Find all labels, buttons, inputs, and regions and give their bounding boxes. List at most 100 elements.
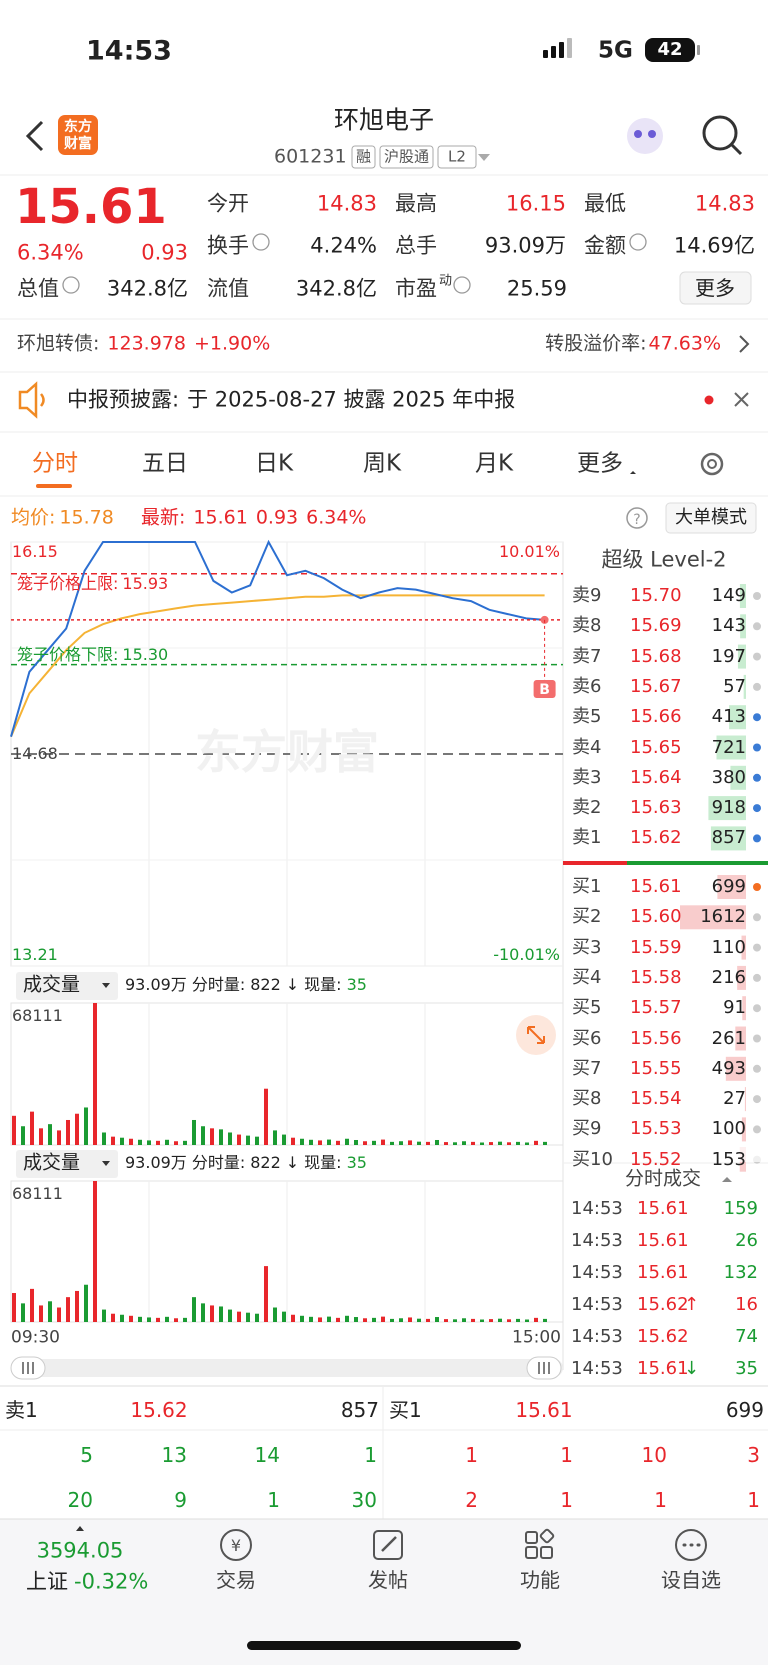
volume-bar bbox=[264, 1088, 268, 1145]
volume-bar bbox=[138, 1316, 142, 1322]
queue-order: 30 bbox=[351, 1488, 377, 1512]
collapse[interactable] bbox=[722, 1177, 732, 1182]
dropdown[interactable] bbox=[478, 154, 490, 161]
help-icon[interactable] bbox=[626, 507, 648, 529]
depth-bar bbox=[737, 644, 746, 669]
tab[interactable]: 周K bbox=[362, 450, 402, 477]
nav-item[interactable]: 发帖 bbox=[368, 1568, 408, 1592]
volume-bar bbox=[228, 1132, 232, 1145]
more-button[interactable] bbox=[679, 271, 752, 305]
label: 笼子价格上限: bbox=[17, 573, 119, 593]
more[interactable]: 更多 bbox=[695, 276, 735, 300]
level-dot bbox=[753, 943, 761, 952]
volume-selector[interactable] bbox=[16, 1150, 118, 1178]
volume-label[interactable]: 成交量 bbox=[23, 973, 81, 996]
label: 笼子价格下限: bbox=[17, 644, 119, 664]
tab[interactable]: 更多 bbox=[577, 450, 623, 477]
stock-code: 601231 bbox=[274, 145, 347, 168]
volume-bar bbox=[48, 1301, 52, 1322]
volume-bar bbox=[318, 1317, 322, 1322]
volume-bar bbox=[309, 1316, 313, 1322]
upper-label: 笼子价格上限: 15.93 bbox=[17, 573, 168, 593]
volume-bar bbox=[534, 1140, 538, 1145]
close-button[interactable] bbox=[734, 392, 749, 407]
level-volume: 216 bbox=[711, 966, 746, 988]
volume-bar bbox=[453, 1142, 457, 1145]
settings-icon[interactable] bbox=[700, 452, 724, 476]
field-value: 25.59 bbox=[506, 276, 567, 301]
index-value[interactable]: 3594.05 bbox=[36, 1538, 124, 1563]
trade-icon[interactable] bbox=[220, 1529, 252, 1561]
trade-volume: 132 bbox=[723, 1262, 758, 1283]
back-button[interactable] bbox=[25, 120, 44, 152]
volume-bar bbox=[426, 1141, 430, 1145]
volume-bar bbox=[543, 1141, 547, 1145]
pen bbox=[381, 1536, 397, 1552]
chevron[interactable] bbox=[739, 335, 750, 353]
watchlist-icon[interactable] bbox=[675, 1529, 707, 1561]
mode-button[interactable] bbox=[665, 502, 757, 534]
volume-bar bbox=[354, 1317, 358, 1322]
volume-bar bbox=[111, 1136, 115, 1145]
label: 现量: bbox=[304, 1153, 342, 1172]
level-price: 15.65 bbox=[630, 736, 682, 758]
mode[interactable]: 大单模式 bbox=[675, 507, 747, 528]
queue-order: 10 bbox=[641, 1443, 667, 1467]
caret bbox=[76, 1526, 84, 1531]
level-dot bbox=[753, 773, 761, 782]
volume-bar bbox=[219, 1306, 223, 1322]
volume-bar bbox=[66, 1119, 70, 1145]
lower-label: 笼子价格下限: 15.30 bbox=[17, 644, 168, 664]
queue-order: 13 bbox=[161, 1443, 187, 1467]
depth-bar bbox=[743, 674, 746, 699]
trades-title: 分时成交 bbox=[624, 1167, 702, 1190]
level-price: 15.63 bbox=[630, 797, 682, 819]
level-dot bbox=[753, 743, 761, 752]
search-icon[interactable] bbox=[702, 115, 738, 151]
tab[interactable]: 五日 bbox=[142, 450, 188, 477]
stock-name: 环旭电子 bbox=[333, 105, 435, 135]
function-icon[interactable] bbox=[525, 1528, 555, 1559]
nav-item[interactable]: 设自选 bbox=[661, 1568, 721, 1592]
queue-order: 20 bbox=[67, 1488, 93, 1512]
robot-icon[interactable] bbox=[627, 118, 663, 154]
nav-item[interactable]: 功能 bbox=[520, 1568, 560, 1592]
volume-bar bbox=[273, 1307, 277, 1322]
tab[interactable]: 分时 bbox=[32, 450, 78, 477]
nav-bar bbox=[0, 1519, 768, 1665]
volume-label[interactable]: 成交量 bbox=[23, 1151, 81, 1174]
volume-selector[interactable] bbox=[16, 972, 118, 1000]
level-price: 15.52 bbox=[630, 1148, 682, 1170]
depth-bar bbox=[708, 796, 746, 821]
tag-box bbox=[437, 145, 477, 169]
level-price: 15.67 bbox=[630, 675, 682, 697]
queue-order: 3 bbox=[747, 1443, 760, 1467]
queue-price: 15.61 bbox=[515, 1398, 573, 1422]
tab[interactable]: 月K bbox=[474, 450, 514, 477]
volume-bar bbox=[543, 1318, 547, 1322]
field-label: 最低 bbox=[584, 191, 626, 216]
level-volume: 110 bbox=[711, 936, 746, 958]
volume-bar bbox=[66, 1297, 70, 1322]
depth-bar bbox=[739, 584, 746, 608]
nav-item[interactable]: 交易 bbox=[216, 1568, 256, 1592]
depth-bar bbox=[729, 705, 746, 730]
label: 822 bbox=[250, 1153, 281, 1172]
post-icon[interactable] bbox=[373, 1530, 403, 1560]
queue-order: 1 bbox=[364, 1443, 377, 1467]
speaker-icon bbox=[18, 381, 38, 419]
volume-bar bbox=[39, 1128, 43, 1145]
volume-bar bbox=[489, 1319, 493, 1322]
scrollbar[interactable] bbox=[11, 1359, 563, 1377]
level-volume: 721 bbox=[711, 736, 746, 758]
volume-bar bbox=[426, 1318, 430, 1322]
tab[interactable]: 日K bbox=[254, 450, 294, 477]
volume-bar bbox=[300, 1315, 304, 1322]
level-volume: 149 bbox=[711, 585, 746, 606]
trade-volume: 35 bbox=[735, 1358, 758, 1379]
search-handle bbox=[730, 143, 743, 156]
field-value: 342.8亿 bbox=[106, 276, 188, 301]
level-label: 卖7 bbox=[572, 645, 602, 667]
level-label: 买8 bbox=[572, 1088, 602, 1110]
